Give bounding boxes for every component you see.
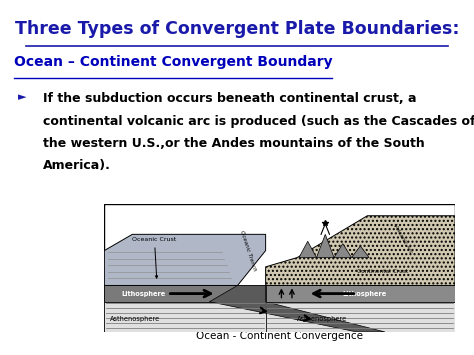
Text: Ocean – Continent Convergent Boundary: Ocean – Continent Convergent Boundary [14, 55, 333, 69]
Text: America).: America). [43, 159, 110, 173]
Text: If the subduction occurs beneath continental crust, a: If the subduction occurs beneath contine… [43, 92, 416, 105]
Polygon shape [104, 285, 265, 302]
Text: Asthenosphere: Asthenosphere [297, 316, 347, 322]
Text: Continental Crust: Continental Crust [357, 269, 408, 274]
Text: Oceanic Crust: Oceanic Crust [132, 237, 177, 278]
Text: continental volcanic arc is produced (such as the Cascades of: continental volcanic arc is produced (su… [43, 115, 474, 128]
Polygon shape [210, 285, 385, 332]
Polygon shape [334, 244, 352, 258]
Polygon shape [265, 216, 455, 285]
Polygon shape [352, 246, 369, 258]
Text: Volcanic Arc: Volcanic Arc [392, 223, 413, 255]
Text: Asthenosphere: Asthenosphere [109, 316, 160, 322]
Text: Ocean - Continent Convergence: Ocean - Continent Convergence [196, 331, 363, 341]
Text: Lithosphere: Lithosphere [343, 291, 387, 296]
Text: ►: ► [18, 92, 27, 102]
Bar [104, 302, 265, 332]
Polygon shape [104, 234, 265, 285]
Bar [265, 302, 455, 332]
Polygon shape [317, 234, 334, 258]
Text: Three Types of Convergent Plate Boundaries:: Three Types of Convergent Plate Boundari… [15, 20, 459, 38]
Text: Oceanic Trench: Oceanic Trench [239, 230, 257, 272]
Polygon shape [265, 285, 455, 302]
Text: Lithosphere: Lithosphere [122, 291, 166, 296]
Text: the western U.S.,or the Andes mountains of the South: the western U.S.,or the Andes mountains … [43, 137, 424, 150]
Polygon shape [299, 241, 317, 258]
